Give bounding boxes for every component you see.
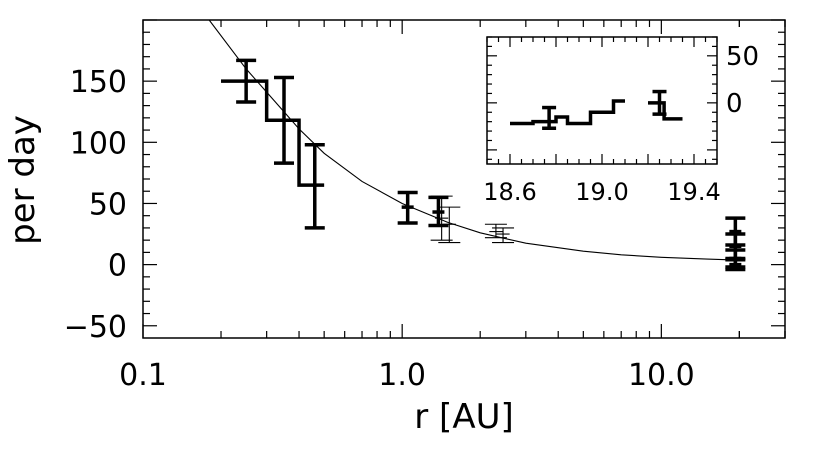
x-tick-label: 0.1 [119, 358, 167, 393]
y-tick-label: 150 [70, 65, 127, 100]
x-tick-label: 1.0 [378, 358, 426, 393]
inset-x-tick-label: 19.0 [575, 178, 628, 206]
inset-y-tick-label: 50 [726, 42, 759, 72]
x-axis-label: r [AU] [414, 397, 513, 437]
y-tick-label: 50 [89, 187, 127, 222]
thin-error-bar-2-3 [492, 227, 515, 244]
y-tick-label: −50 [64, 310, 127, 345]
main-axis-ticks [142, 19, 786, 338]
inset-tick-labels: 18.6 19.0 19.4 0 50 [483, 42, 759, 206]
inset-error-bar-0-1 [652, 89, 667, 116]
thick-error-bar-1-5 [725, 257, 746, 272]
model-curve [208, 20, 734, 261]
y-tick-label: 0 [108, 249, 127, 284]
inset-y-tick-label: 0 [726, 89, 743, 119]
inset-histogram-steps [510, 99, 683, 126]
inset-x-tick-label: 19.4 [667, 178, 720, 206]
thick-error-bar-0-0 [236, 58, 257, 104]
main-tick-labels: 0.1 1.0 10.0 −50 0 50 100 150 [64, 65, 695, 393]
thick-error-bar-1-1 [428, 195, 449, 228]
y-axis-label: per day [3, 115, 43, 245]
thick-error-bar-1-0 [397, 190, 418, 225]
inset-background [487, 37, 717, 164]
y-tick-label: 100 [70, 126, 127, 161]
inset-error-bar-0-0 [542, 105, 557, 131]
model-curve-layer [208, 20, 734, 261]
inset-axis-ticks [486, 36, 718, 164]
thick-error-bar-0-1 [274, 75, 295, 165]
thick-error-bar-0-2 [304, 143, 325, 230]
inset-x-tick-label: 18.6 [483, 178, 536, 206]
thin-error-bar-2-1 [438, 206, 461, 244]
main-data-layer [221, 58, 746, 272]
x-tick-label: 10.0 [628, 358, 695, 393]
inset-data-layer [510, 89, 683, 131]
